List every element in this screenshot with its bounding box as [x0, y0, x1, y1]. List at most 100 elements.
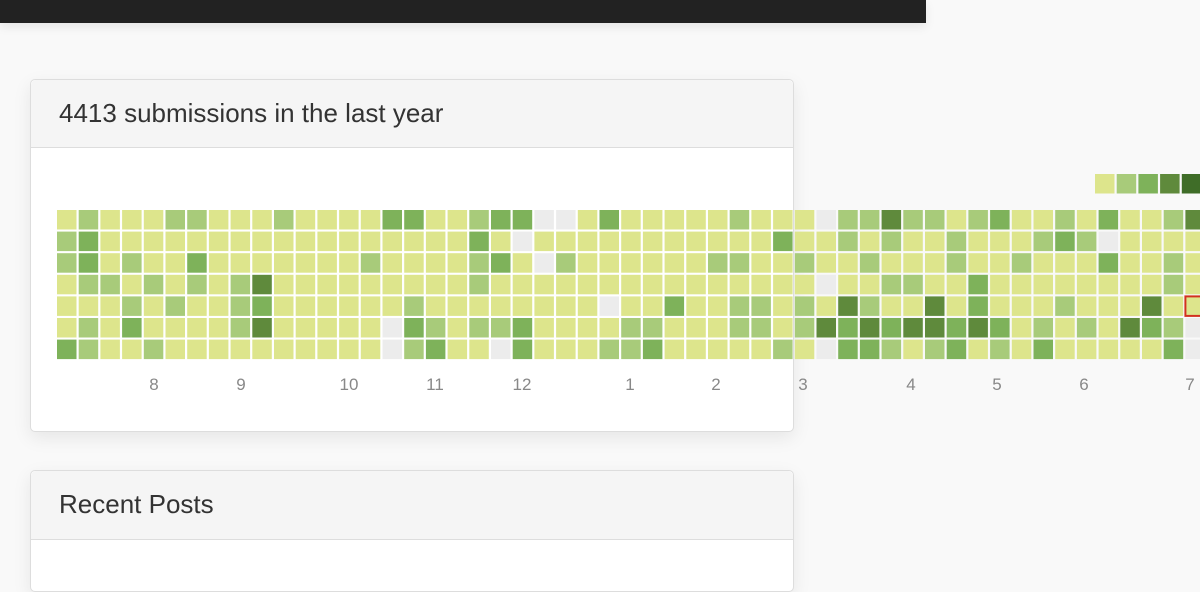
day-cell — [664, 296, 685, 316]
day-cell — [425, 318, 446, 338]
day-cell — [599, 210, 619, 230]
top-bar — [0, 0, 926, 23]
day-cell — [382, 274, 402, 295]
day-cell — [100, 231, 120, 252]
day-cell — [1184, 295, 1200, 317]
day-cell — [556, 253, 576, 273]
day-cell — [360, 339, 381, 360]
day-cell — [57, 296, 77, 316]
day-cell — [946, 253, 967, 273]
day-cell — [990, 231, 1010, 252]
day-cell — [881, 231, 902, 252]
day-cell — [925, 253, 945, 273]
day-cell — [447, 339, 468, 360]
day-cell — [425, 274, 446, 295]
legend-swatch — [1116, 174, 1137, 194]
day-cell — [57, 231, 77, 252]
day-cell — [1163, 253, 1184, 273]
day-cell — [382, 318, 402, 338]
day-cell — [1098, 339, 1119, 360]
day-cell — [903, 296, 923, 316]
day-cell — [122, 210, 142, 230]
day-cell — [100, 339, 120, 360]
month-label: 10 — [340, 375, 359, 394]
day-cell — [773, 274, 793, 295]
day-cell — [859, 318, 880, 338]
day-cell — [425, 210, 446, 230]
day-cell — [57, 339, 77, 360]
day-cell — [686, 339, 706, 360]
day-cell — [1185, 231, 1200, 252]
legend-swatch — [1181, 174, 1200, 194]
month-label: 4 — [906, 375, 915, 394]
day-cell — [1076, 339, 1097, 360]
day-cell — [1163, 318, 1184, 338]
day-cell — [143, 210, 164, 230]
day-cell — [729, 274, 750, 295]
day-cell — [491, 253, 511, 273]
day-cell — [1142, 231, 1162, 252]
day-cell — [773, 253, 793, 273]
day-cell — [512, 318, 533, 338]
day-cell — [339, 339, 359, 360]
day-cell — [968, 274, 988, 295]
day-cell — [903, 318, 923, 338]
day-cell — [230, 210, 251, 230]
day-cell — [751, 318, 771, 338]
day-cell — [252, 210, 272, 230]
day-cell — [57, 318, 77, 338]
day-cell — [621, 253, 641, 273]
day-cell — [447, 318, 468, 338]
day-cell — [1120, 210, 1140, 230]
day-cell — [512, 274, 533, 295]
day-cell — [382, 253, 402, 273]
day-cell — [686, 318, 706, 338]
day-cell — [751, 339, 771, 360]
day-cell — [816, 296, 836, 316]
day-cell — [447, 253, 468, 273]
day-cell — [794, 274, 815, 295]
day-cell — [1033, 231, 1053, 252]
day-cell — [599, 339, 619, 360]
day-cell — [816, 339, 836, 360]
day-cell — [838, 296, 858, 316]
day-cell — [794, 210, 815, 230]
day-cell — [556, 339, 576, 360]
day-cell — [925, 274, 945, 295]
day-cell — [1163, 339, 1184, 360]
day-cell — [1120, 318, 1140, 338]
day-cell — [1098, 274, 1119, 295]
legend-swatch — [1095, 174, 1115, 194]
day-cell — [187, 231, 207, 252]
day-cell — [1142, 296, 1162, 316]
day-cell — [903, 339, 923, 360]
day-cell — [556, 231, 576, 252]
day-cell — [491, 318, 511, 338]
day-cell — [642, 231, 663, 252]
day-cell — [274, 210, 294, 230]
day-cell — [577, 296, 598, 316]
day-cell — [708, 253, 728, 273]
day-cell — [859, 339, 880, 360]
day-cell — [859, 253, 880, 273]
day-cell — [838, 339, 858, 360]
day-cell — [990, 339, 1010, 360]
day-cell — [968, 231, 988, 252]
day-cell — [599, 231, 619, 252]
day-cell — [925, 210, 945, 230]
day-cell — [729, 231, 750, 252]
day-cell — [925, 339, 945, 360]
day-cell — [1163, 274, 1184, 295]
day-cell — [1185, 318, 1200, 338]
day-cell — [230, 231, 251, 252]
day-cell — [599, 253, 619, 273]
day-cell — [990, 274, 1010, 295]
day-cell — [512, 231, 533, 252]
day-cell — [274, 231, 294, 252]
day-cell — [78, 339, 99, 360]
day-cell — [339, 231, 359, 252]
day-cell — [1011, 296, 1032, 316]
day-cell — [252, 339, 272, 360]
day-cell — [881, 296, 902, 316]
day-cell — [78, 210, 99, 230]
